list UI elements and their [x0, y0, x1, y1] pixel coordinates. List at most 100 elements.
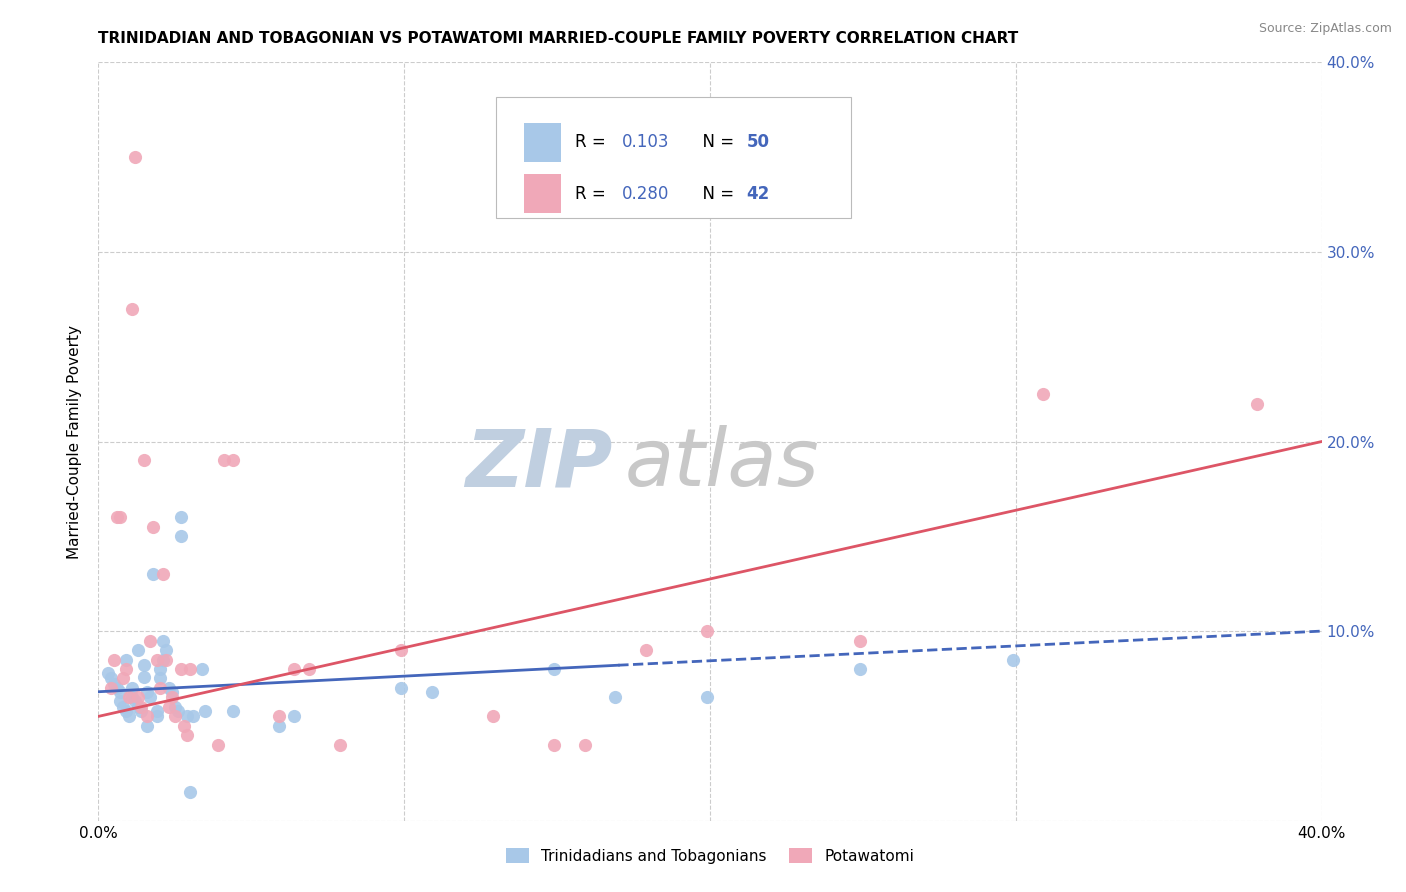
Point [1032, 387, 1054, 401]
Point [207, 738, 229, 752]
Bar [524, 123, 561, 162]
Point [149, 672, 172, 686]
Point [329, 738, 352, 752]
Point [849, 633, 872, 648]
Point [134, 658, 156, 673]
Point [267, 709, 290, 723]
Point [157, 699, 180, 714]
Point [389, 643, 412, 657]
Point [149, 681, 172, 695]
Point [170, 529, 193, 543]
Point [115, 652, 138, 666]
Point [152, 567, 174, 582]
Legend: Trinidadians and Tobagonians, Potawatomi: Trinidadians and Tobagonians, Potawatomi [499, 842, 921, 870]
Point [298, 662, 321, 676]
Point [605, 690, 627, 705]
Text: atlas: atlas [624, 425, 820, 503]
Point [108, 510, 131, 524]
Point [634, 643, 657, 657]
Point [212, 453, 235, 467]
Point [543, 738, 565, 752]
Point [160, 685, 183, 699]
Point [194, 704, 217, 718]
Point [574, 738, 596, 752]
Point [124, 694, 146, 708]
Point [163, 709, 186, 723]
Point [176, 709, 198, 723]
Point [139, 690, 162, 705]
Point [222, 704, 245, 718]
Point [129, 699, 152, 714]
Point [420, 685, 443, 699]
Point [191, 662, 214, 676]
Point [149, 662, 172, 676]
Point [129, 704, 152, 718]
Text: Source: ZipAtlas.com: Source: ZipAtlas.com [1258, 22, 1392, 36]
Text: N =: N = [692, 134, 740, 152]
Point [160, 690, 183, 705]
Point [849, 662, 872, 676]
Point [121, 301, 143, 316]
Point [283, 662, 305, 676]
Point [179, 662, 201, 676]
Point [155, 652, 177, 666]
Point [179, 785, 201, 799]
Point [118, 709, 141, 723]
Point [108, 685, 131, 699]
Text: R =: R = [575, 185, 617, 202]
Point [121, 681, 143, 695]
Point [105, 681, 128, 695]
Point [543, 662, 565, 676]
Point [127, 699, 149, 714]
Point [181, 709, 204, 723]
Text: ZIP: ZIP [465, 425, 612, 503]
Point [267, 719, 290, 733]
Point [121, 690, 143, 705]
Text: 0.280: 0.280 [621, 185, 669, 202]
Point [118, 690, 141, 705]
Point [155, 643, 177, 657]
Point [139, 633, 162, 648]
Point [157, 681, 180, 695]
Text: 50: 50 [747, 134, 769, 152]
Point [134, 453, 156, 467]
Point [696, 624, 718, 639]
Point [170, 662, 193, 676]
Point [1001, 652, 1024, 666]
Y-axis label: Married-Couple Family Poverty: Married-Couple Family Poverty [67, 325, 83, 558]
Point [124, 150, 146, 164]
Point [173, 719, 195, 733]
Point [163, 699, 186, 714]
Bar [524, 174, 561, 213]
Point [127, 643, 149, 657]
Point [100, 672, 122, 686]
Point [1246, 396, 1268, 410]
Point [145, 704, 167, 718]
Point [176, 728, 198, 742]
Point [145, 709, 167, 723]
Point [115, 662, 138, 676]
Point [696, 690, 718, 705]
Text: 0.103: 0.103 [621, 134, 669, 152]
Point [136, 709, 159, 723]
Point [100, 681, 122, 695]
Point [103, 677, 125, 691]
Point [108, 694, 131, 708]
Point [111, 699, 134, 714]
Point [105, 510, 128, 524]
Point [167, 704, 190, 718]
Text: 42: 42 [747, 185, 770, 202]
Point [142, 520, 165, 534]
Point [222, 453, 245, 467]
Point [152, 652, 174, 666]
Point [115, 704, 138, 718]
Point [103, 652, 125, 666]
Text: N =: N = [692, 185, 740, 202]
Text: R =: R = [575, 134, 617, 152]
Point [127, 690, 149, 705]
Point [283, 709, 305, 723]
Point [134, 669, 156, 684]
Point [389, 681, 412, 695]
Point [111, 672, 134, 686]
Point [97, 665, 120, 680]
